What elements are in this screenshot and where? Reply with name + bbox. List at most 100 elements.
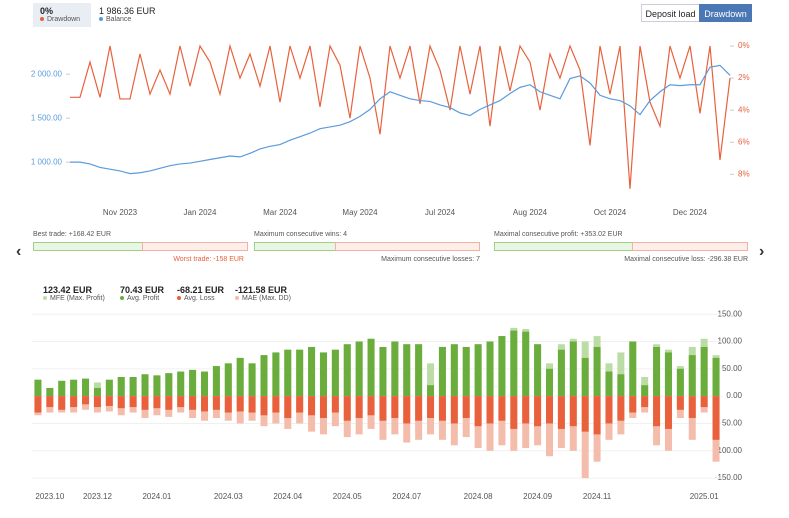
- bar: [546, 368, 553, 397]
- bar: [438, 346, 446, 397]
- bar: [70, 396, 78, 408]
- bar: [58, 396, 66, 410]
- bar: [391, 341, 399, 397]
- next-arrow[interactable]: ›: [759, 243, 765, 260]
- legend-label: Drawdown: [47, 16, 81, 23]
- y2-tick-label: 8%: [738, 169, 750, 178]
- bar: [522, 331, 530, 397]
- bar: [486, 396, 494, 424]
- bar: [712, 396, 720, 440]
- bar: [296, 349, 304, 397]
- bar: [510, 396, 518, 429]
- bar: [474, 396, 482, 427]
- bar: [546, 396, 553, 424]
- bar: [498, 396, 506, 421]
- bar: [284, 349, 292, 397]
- legend-label: Balance: [106, 16, 132, 23]
- bar: [427, 363, 435, 397]
- bar: [367, 396, 375, 416]
- bar: [664, 396, 672, 429]
- bar: [272, 396, 280, 413]
- bar: [379, 396, 387, 421]
- y-tick-label: 0.00: [726, 391, 742, 400]
- legend-entry: Avg. Profit: [120, 295, 159, 302]
- bar: [712, 357, 720, 397]
- x-tick-label: 2024.07: [392, 492, 421, 501]
- bar: [605, 396, 613, 424]
- button[interactable]: Drawdown: [699, 4, 752, 22]
- bar: [486, 341, 494, 397]
- x-tick-label: 2024.05: [333, 492, 362, 501]
- button[interactable]: Deposit load: [641, 4, 700, 22]
- bar: [629, 396, 637, 413]
- bar: [177, 371, 185, 397]
- bar: [46, 387, 54, 397]
- bar: [557, 349, 565, 397]
- legend-label: MFE (Max. Profit): [50, 295, 105, 302]
- bar: [653, 346, 661, 397]
- bar: [664, 352, 672, 397]
- bar: [593, 346, 601, 397]
- y-tick-label: -150.00: [715, 473, 743, 482]
- bar: [581, 396, 589, 432]
- bar: [284, 396, 292, 418]
- bar: [498, 336, 506, 397]
- bar: [117, 396, 125, 409]
- bar: [641, 385, 649, 397]
- bar: [688, 355, 696, 397]
- y-tick-label: 1 500.00: [31, 113, 63, 122]
- x-tick-label: 2023.10: [35, 492, 64, 501]
- stat-bar: [335, 242, 480, 251]
- legend-entry: Drawdown: [40, 16, 80, 23]
- bar: [450, 344, 458, 397]
- bar: [201, 396, 208, 412]
- legend-value: -68.21 EUR: [177, 285, 225, 295]
- x-tick-label: Oct 2024: [594, 208, 627, 217]
- prev-arrow[interactable]: ‹: [16, 243, 22, 260]
- bar: [189, 396, 197, 410]
- bar: [212, 396, 220, 410]
- series-line: [70, 43, 731, 189]
- bar: [462, 396, 470, 418]
- x-tick-label: 2024.04: [273, 492, 302, 501]
- bar: [248, 396, 256, 413]
- y2-tick-label: 2%: [738, 73, 750, 82]
- bar: [676, 396, 684, 410]
- legend-label: MAE (Max. DD): [242, 295, 291, 302]
- x-tick-label: Mar 2024: [263, 208, 297, 217]
- bar: [629, 341, 637, 397]
- x-tick-label: 2024.01: [142, 492, 171, 501]
- bar: [688, 396, 696, 418]
- x-tick-label: 2024.03: [214, 492, 243, 501]
- y-tick-label: 150.00: [718, 309, 743, 318]
- bar: [308, 346, 316, 397]
- bar: [46, 396, 54, 408]
- bar: [343, 396, 351, 421]
- y-tick-label: 100.00: [718, 337, 743, 346]
- bar: [308, 396, 316, 416]
- bar: [415, 344, 423, 397]
- bar: [93, 396, 101, 408]
- bar: [557, 396, 565, 429]
- bar: [319, 352, 327, 397]
- bar: [534, 344, 542, 397]
- bar: [367, 338, 375, 397]
- bar: [474, 344, 482, 397]
- bar: [534, 396, 542, 427]
- x-tick-label: Jul 2024: [425, 208, 456, 217]
- bar: [212, 366, 220, 397]
- bar: [224, 363, 232, 397]
- legend-value: 0%: [40, 6, 54, 16]
- bar: [177, 396, 185, 408]
- bar: [105, 379, 113, 397]
- bar: [617, 374, 625, 397]
- bar: [510, 330, 518, 397]
- bar: [450, 396, 458, 424]
- y-tick-label: 2 000.00: [31, 69, 63, 78]
- bar: [676, 368, 684, 397]
- bar: [546, 396, 553, 457]
- bar: [105, 396, 113, 406]
- stat-label: Maximal consecutive loss: -296.38 EUR: [624, 256, 748, 263]
- stat-label: Maximum consecutive losses: 7: [381, 256, 480, 263]
